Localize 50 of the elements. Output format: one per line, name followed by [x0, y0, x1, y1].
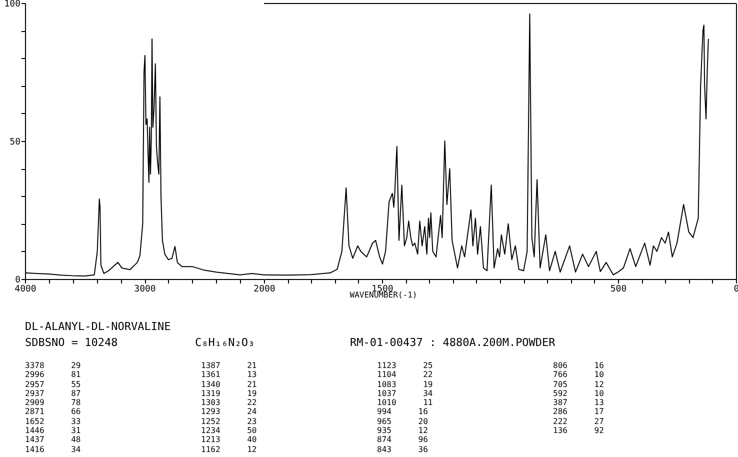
text: 1361 13 — [201, 370, 258, 380]
text: DL-ALANYL-DL-NORVALINE — [25, 319, 172, 335]
text: 1123 25 — [377, 361, 434, 370]
text: 1340 21 — [201, 380, 258, 389]
text: 806 16 — [553, 361, 605, 370]
text: C₈H₁₆N₂O₃ — [195, 335, 256, 351]
text: 935 12 — [377, 426, 429, 436]
text: 1083 19 — [377, 380, 434, 389]
text: 2909 78 — [25, 398, 82, 408]
x-tick-label: 500 — [610, 284, 627, 294]
text: 1162 12 — [201, 444, 258, 454]
text: 2957 55 — [25, 380, 82, 389]
text: 1037 34 — [377, 388, 434, 398]
text: 994 16 — [377, 407, 429, 417]
x-axis-title: WAVENUMBER(-1) — [350, 290, 418, 300]
text: 3378 29 — [25, 361, 82, 370]
text: 1104 22 — [377, 370, 434, 380]
text: 2996 81 — [25, 370, 82, 380]
text: 1437 48 — [25, 435, 82, 445]
text: 1319 19 — [201, 388, 258, 398]
text: 1010 11 — [377, 398, 434, 408]
x-tick-label: 2000 — [254, 284, 276, 294]
x-tick-label: 4000 — [14, 284, 36, 294]
text: 1213 40 — [201, 435, 258, 445]
text: 1387 21 — [201, 361, 258, 370]
text: 1652 33 — [25, 416, 82, 426]
text: 1234 50 — [201, 426, 258, 436]
text: 965 20 — [377, 416, 429, 426]
y-tick-label: 100 — [4, 0, 20, 10]
text: 1446 31 — [25, 426, 82, 436]
text: 1416 34 — [25, 444, 82, 454]
text: RM-01-00437 : 4880A.200M.POWDER — [350, 335, 556, 351]
text: 286 17 — [553, 407, 605, 417]
text: 2871 66 — [25, 407, 82, 417]
text: 705 12 — [553, 380, 605, 389]
text: 1303 22 — [201, 398, 258, 408]
text: 592 10 — [553, 388, 605, 398]
y-tick-label: 0 — [15, 276, 20, 286]
text: SDBSNO = 10248 — [25, 335, 119, 351]
text: 1293 24 — [201, 407, 258, 417]
text: 222 27 — [553, 416, 605, 426]
text: 2937 87 — [25, 388, 82, 398]
text: 843 36 — [377, 444, 429, 454]
text: 387 13 — [553, 398, 605, 408]
y-tick-label: 50 — [10, 138, 20, 148]
x-tick-label: 3000 — [134, 284, 156, 294]
text: 766 10 — [553, 370, 605, 380]
text: 136 92 — [553, 426, 605, 436]
text: 874 96 — [377, 435, 429, 445]
text: 1252 23 — [201, 416, 258, 426]
